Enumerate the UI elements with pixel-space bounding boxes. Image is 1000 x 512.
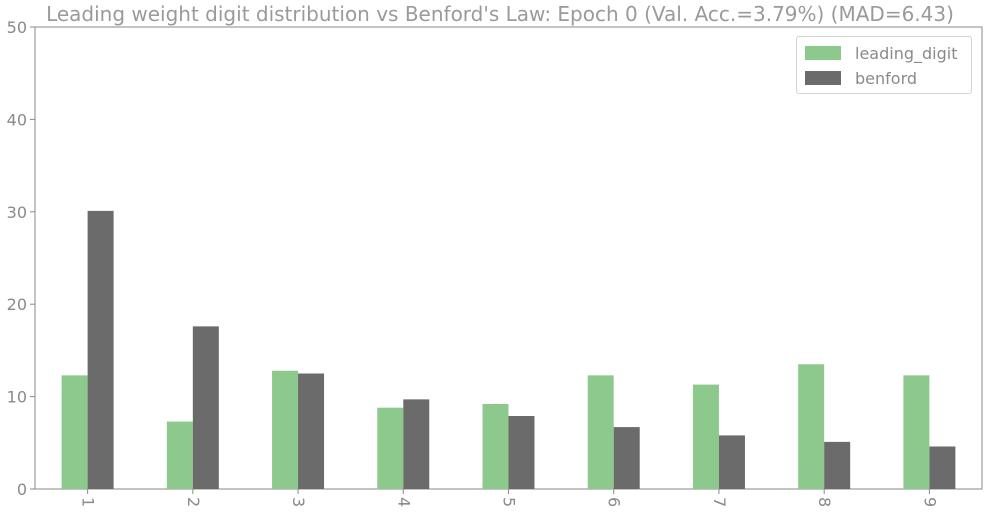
bar-leading-digit — [903, 375, 930, 489]
bar-benford — [192, 326, 219, 489]
x-tick-label: 2 — [184, 497, 203, 507]
chart-title: Leading weight digit distribution vs Ben… — [46, 2, 954, 26]
legend-label-benford: benford — [855, 68, 918, 88]
legend: leading_digit benford — [796, 36, 972, 94]
bar-benford — [929, 446, 956, 489]
y-tick-label: 40 — [7, 110, 27, 129]
bar-leading-digit — [272, 370, 299, 489]
x-tick-label: 4 — [394, 497, 413, 507]
y-tick-label: 50 — [7, 18, 27, 37]
bar-benford — [508, 416, 535, 489]
bar-leading-digit — [61, 375, 88, 489]
x-tick-label: 5 — [500, 497, 519, 507]
bar-leading-digit — [587, 375, 614, 489]
bar-benford — [824, 441, 851, 489]
y-tick-label: 20 — [7, 295, 27, 314]
x-tick-label: 3 — [289, 497, 308, 507]
legend-item-benford: benford — [805, 68, 917, 88]
bar-leading-digit — [692, 384, 719, 489]
bar-benford — [87, 210, 114, 489]
bar-benford — [718, 435, 745, 489]
x-tick-label: 6 — [605, 497, 624, 507]
y-tick-label: 0 — [17, 480, 27, 499]
x-tick-label: 1 — [79, 497, 98, 507]
y-tick-label: 30 — [7, 203, 27, 222]
x-tick-label: 9 — [920, 497, 939, 507]
x-tick-label: 8 — [815, 497, 834, 507]
legend-item-leading-digit: leading_digit — [805, 43, 957, 63]
legend-swatch-benford — [805, 71, 841, 85]
bar-benford — [613, 427, 640, 489]
bar-leading-digit — [482, 403, 509, 489]
x-tick-label: 7 — [710, 497, 729, 507]
bar-leading-digit — [798, 364, 825, 489]
y-tick-label: 10 — [7, 388, 27, 407]
bar-leading-digit — [377, 407, 404, 489]
bar-benford — [403, 399, 430, 489]
bar-leading-digit — [166, 421, 193, 489]
legend-swatch-leading-digit — [805, 46, 841, 60]
bar-benford — [298, 373, 325, 489]
legend-label-leading-digit: leading_digit — [855, 43, 958, 63]
